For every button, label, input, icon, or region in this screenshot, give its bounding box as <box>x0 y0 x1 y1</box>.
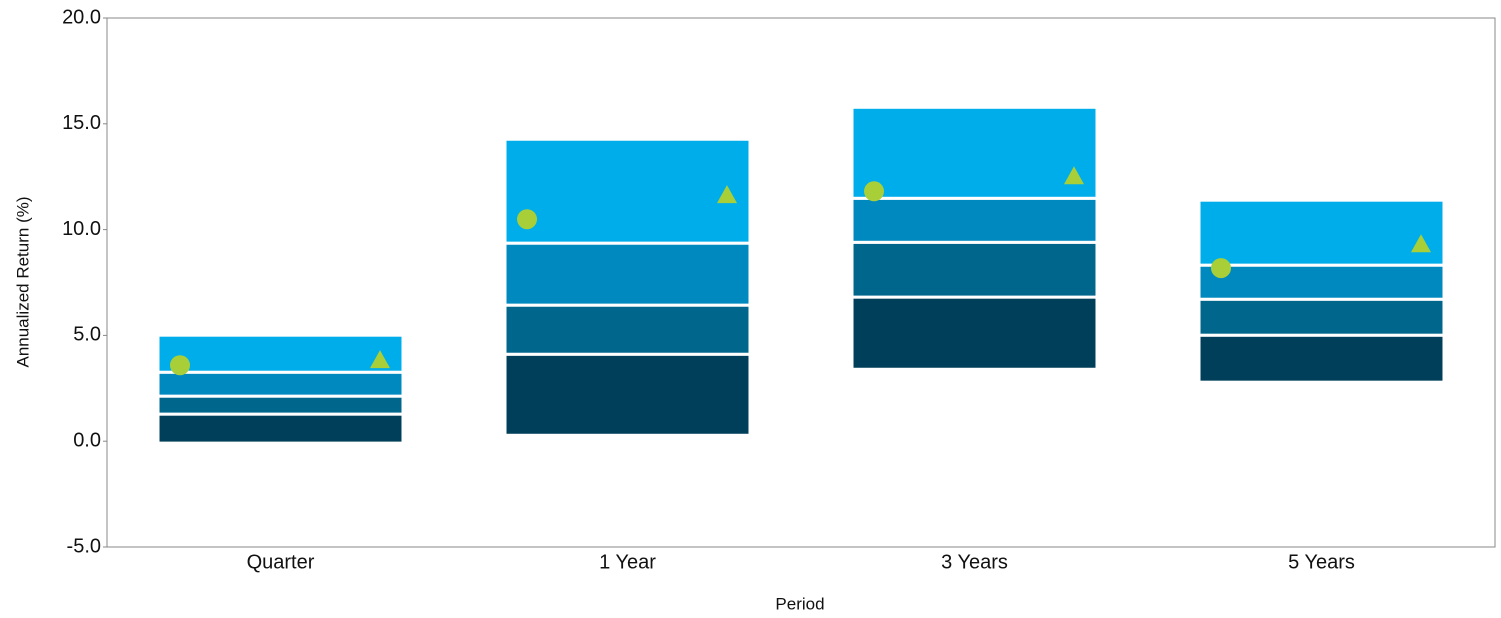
triangle-marker <box>1063 166 1084 185</box>
range-segment <box>503 352 752 437</box>
range-segment <box>503 241 752 307</box>
triangle-marker <box>716 185 737 204</box>
x-tick-label: 1 Year <box>599 551 656 573</box>
range-segment <box>156 333 405 374</box>
triangle-marker <box>1410 234 1431 253</box>
x-tick-label: 5 Years <box>1288 551 1355 573</box>
triangle-marker <box>369 350 390 369</box>
range-segment <box>156 412 405 445</box>
range-segment <box>1197 333 1446 384</box>
range-segment <box>156 394 405 416</box>
range-segment <box>850 105 1099 200</box>
circle-marker <box>170 355 191 376</box>
circle-marker <box>864 181 885 202</box>
x-tick-label: Quarter <box>247 551 315 573</box>
range-segment <box>850 196 1099 244</box>
range-segment <box>156 370 405 398</box>
range-segment <box>850 295 1099 371</box>
range-segment <box>1197 198 1446 267</box>
y-axis-title: Annualized Return (%) <box>13 196 32 367</box>
range-segment <box>1197 297 1446 337</box>
range-segment <box>850 240 1099 299</box>
y-tick-label: 20.0 <box>62 6 101 28</box>
circle-marker <box>1211 258 1232 279</box>
x-tick-label: 3 Years <box>941 551 1008 573</box>
range-segment <box>503 303 752 356</box>
range-segment <box>503 137 752 245</box>
range-segment <box>1197 263 1446 301</box>
y-tick-label: 15.0 <box>62 112 101 134</box>
plot-frame <box>106 17 1496 548</box>
y-tick-label: -5.0 <box>67 535 101 557</box>
y-tick-label: 5.0 <box>73 324 101 346</box>
x-axis-title: Period <box>775 594 824 613</box>
circle-marker <box>517 209 538 230</box>
y-tick-label: 10.0 <box>62 218 101 240</box>
y-tick-label: 0.0 <box>73 429 101 451</box>
